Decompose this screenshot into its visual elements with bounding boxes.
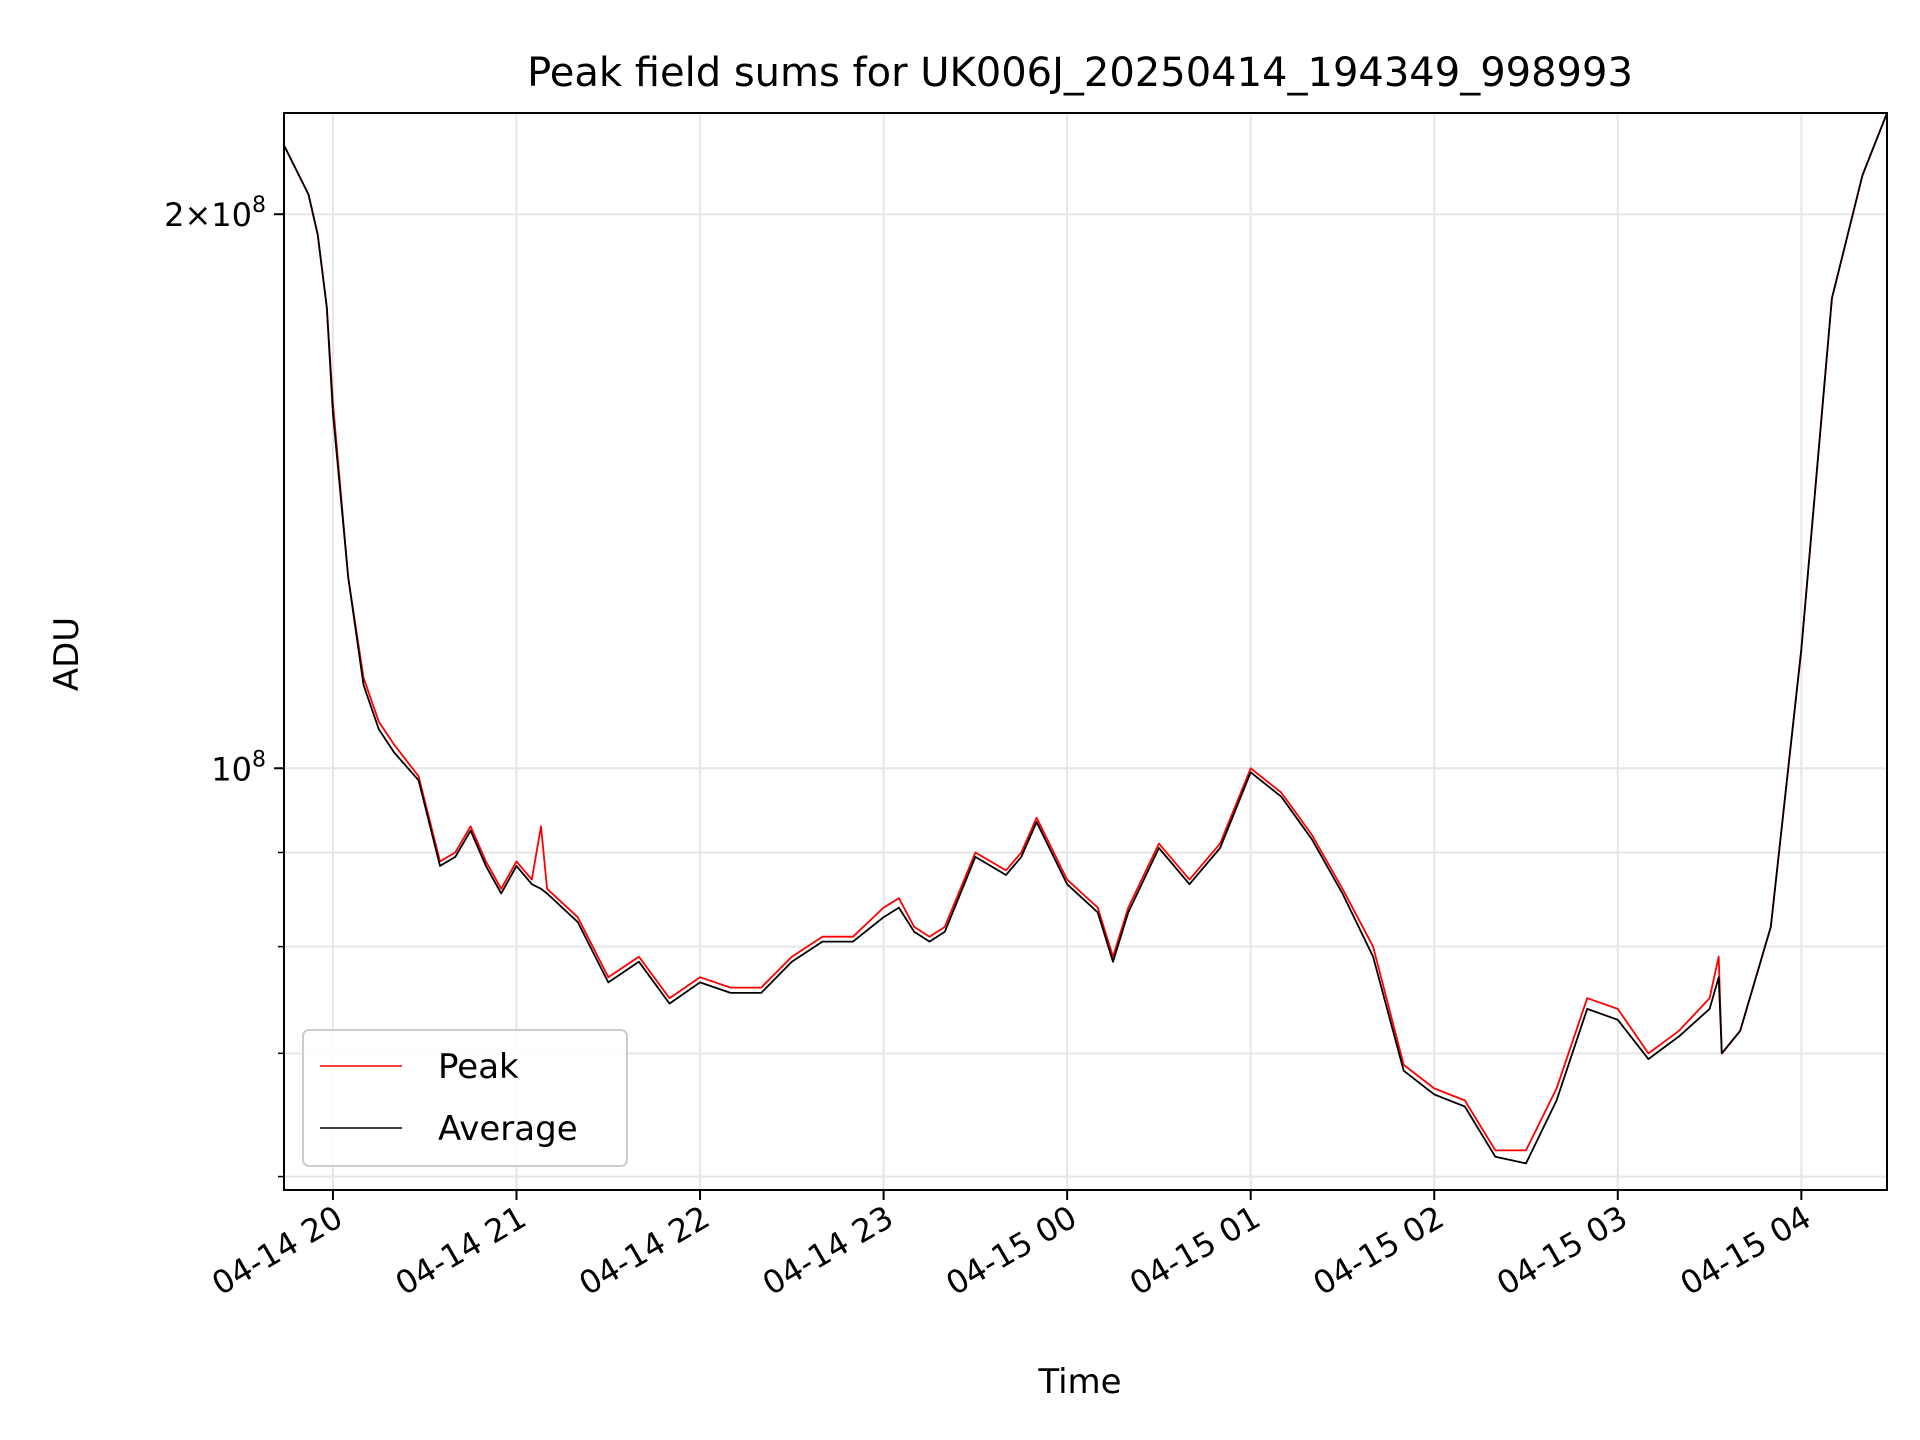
- grid: [284, 113, 1887, 1190]
- legend: Peak Average: [302, 1029, 628, 1167]
- y-tick-label: 108: [211, 747, 266, 788]
- plot-frame: [283, 112, 1888, 1191]
- series-layer: [284, 113, 1887, 1165]
- legend-peak-label: Peak: [438, 1047, 519, 1087]
- series-line-average: [284, 113, 1887, 1165]
- series-line-peak: [284, 113, 1887, 1152]
- legend-average-label: Average: [438, 1109, 578, 1149]
- x-axis-label: Time: [1037, 1362, 1121, 1402]
- chart-title: Peak field sums for UK006J_20250414_1943…: [527, 50, 1633, 96]
- legend-box: [302, 1029, 628, 1167]
- y-axis-label: ADU: [47, 617, 87, 691]
- y-tick-label: 2×108: [164, 193, 266, 234]
